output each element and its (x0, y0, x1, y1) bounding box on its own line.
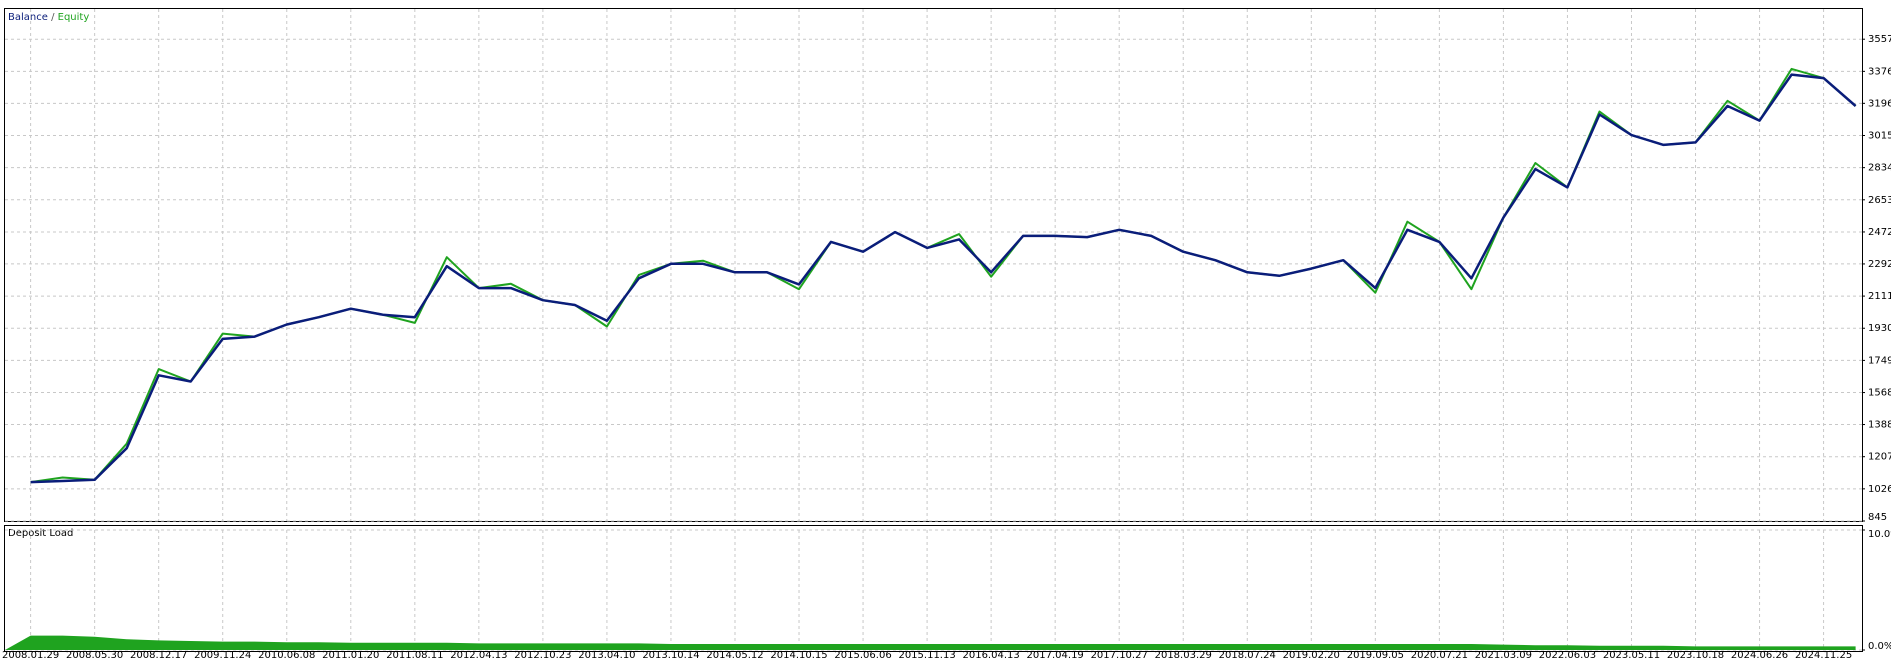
y-tick-label: 3015 (1868, 130, 1891, 141)
y-tick-label: 1207 (1868, 452, 1891, 463)
legend-separator: / (51, 12, 55, 23)
y-tick-label: 1568 (1868, 388, 1891, 399)
x-tick-label: 2018.07.24 (1219, 650, 1276, 661)
series-line (30, 73, 1857, 484)
y-tick-label: 3376 (1868, 66, 1891, 77)
x-tick-label: 2019.02.20 (1283, 650, 1340, 661)
x-tick-label: 2023.10.18 (1667, 650, 1724, 661)
y-tick-label: 10.0% (1868, 529, 1891, 540)
y-tick-label: 1026 (1868, 484, 1891, 495)
x-tick-label: 2017.10.27 (1091, 650, 1148, 661)
x-tick-label: 2010.06.08 (258, 650, 315, 661)
x-tick-label: 2023.05.11 (1603, 650, 1660, 661)
y-tick-label: 1749 (1868, 355, 1891, 366)
x-tick-label: 2011.08.11 (386, 650, 443, 661)
x-tick-label: 2014.10.15 (770, 650, 827, 661)
x-tick-label: 2016.04.13 (962, 650, 1019, 661)
x-tick-label: 2008.05.30 (66, 650, 123, 661)
legend: Balance / Equity (8, 12, 89, 23)
y-tick-label: 2111 (1868, 291, 1891, 302)
main-panel-frame (4, 8, 1863, 522)
x-tick-label: 2015.11.13 (898, 650, 955, 661)
x-tick-label: 2024.06.26 (1731, 650, 1788, 661)
y-tick-label: 1388 (1868, 420, 1891, 431)
x-tick-label: 2013.10.14 (642, 650, 699, 661)
y-tick-label: 3557 (1868, 34, 1891, 45)
load-panel-frame (4, 525, 1863, 652)
x-tick-label: 2018.03.29 (1155, 650, 1212, 661)
x-tick-label: 2019.09.05 (1347, 650, 1404, 661)
x-tick-label: 2015.06.06 (834, 650, 891, 661)
x-tick-label: 2013.04.10 (578, 650, 635, 661)
y-tick-label: 2653 (1868, 195, 1891, 206)
y-tick-label: 2292 (1868, 259, 1891, 270)
legend-equity: Equity (58, 12, 90, 23)
x-tick-label: 2012.10.23 (514, 650, 571, 661)
x-tick-label: 2011.01.20 (322, 650, 379, 661)
y-tick-label: 2834 (1868, 163, 1891, 174)
x-tick-label: 2008.12.17 (130, 650, 187, 661)
x-tick-label: 2008.01.29 (2, 650, 59, 661)
x-tick-label: 2024.11.25 (1795, 650, 1852, 661)
x-tick-label: 2009.11.24 (194, 650, 251, 661)
legend-balance: Balance (8, 12, 48, 23)
x-tick-label: 2017.04.19 (1027, 650, 1084, 661)
load-area (5, 635, 1856, 650)
y-tick-label: 0.0% (1868, 641, 1891, 652)
y-tick-label: 1930 (1868, 323, 1891, 334)
load-title: Deposit Load (8, 528, 73, 539)
y-tick-label: 845 (1868, 512, 1887, 523)
x-tick-label: 2022.06.03 (1539, 650, 1596, 661)
x-tick-label: 2014.05.12 (706, 650, 763, 661)
y-tick-label: 3196 (1868, 98, 1891, 109)
y-tick-label: 2472 (1868, 227, 1891, 238)
x-tick-label: 2021.03.09 (1475, 650, 1532, 661)
x-tick-label: 2020.07.21 (1411, 650, 1468, 661)
x-tick-label: 2012.04.13 (450, 650, 507, 661)
